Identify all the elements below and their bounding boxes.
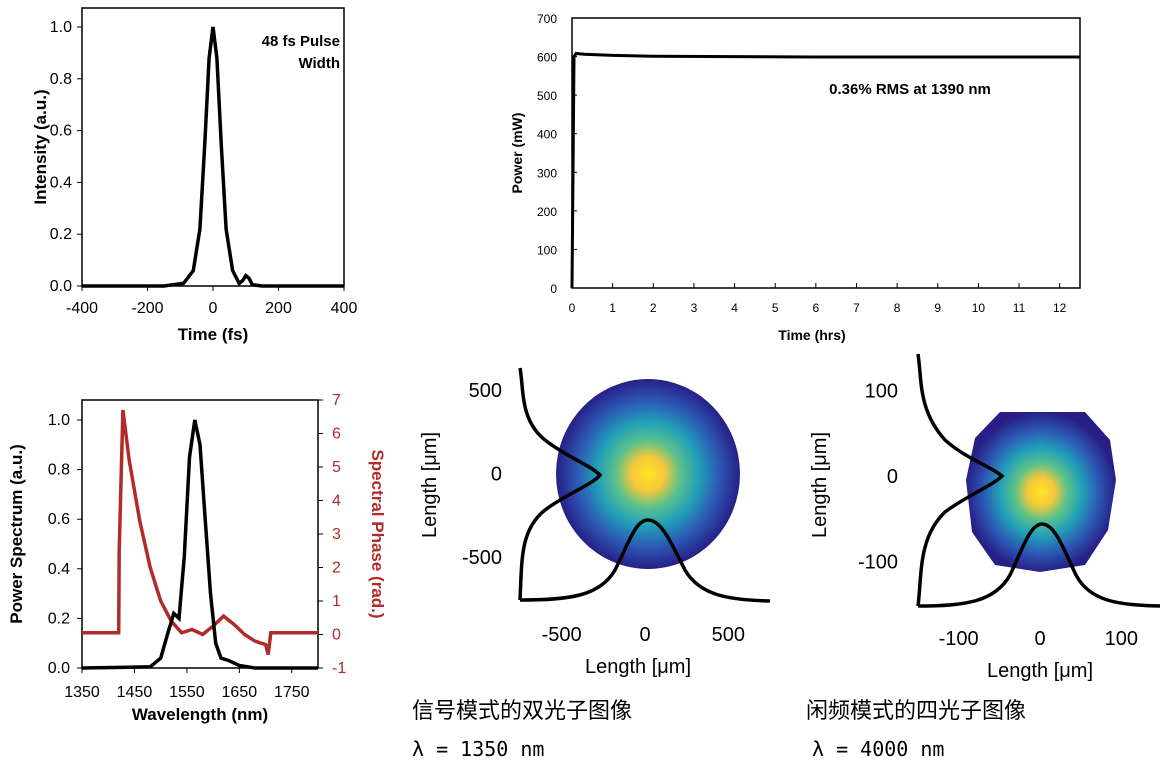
pulse-x-tick-label: -400 — [66, 300, 98, 317]
phase-y-tick-label: 3 — [332, 526, 341, 543]
power-x-tick-label: 3 — [691, 301, 698, 315]
power-x-tick-label: 6 — [812, 301, 819, 315]
signal-x-tick-label: -500 — [542, 624, 582, 646]
phase-y-tick-label: 5 — [332, 459, 341, 476]
spectrum-y-tick-label: 0.4 — [48, 561, 70, 578]
idler-profile-horizontal — [917, 522, 1161, 608]
power-x-tick-label: 4 — [731, 301, 738, 315]
signal-y-tick-label: -500 — [462, 547, 502, 569]
signal-x-axis-label: Length [μm] — [585, 656, 691, 678]
power-x-tick-label: 12 — [1053, 301, 1067, 315]
idler-caption-wavelength: λ = 4000 nm — [812, 737, 944, 761]
idler-y-tick-label: 100 — [865, 381, 898, 403]
idler-y-axis-label: Length [μm] — [809, 432, 831, 538]
spectrum-y-tick-label: 0.2 — [48, 610, 70, 627]
power-x-tick-label: 8 — [894, 301, 901, 315]
pulse-y-axis-label: Intensity (a.u.) — [31, 89, 50, 204]
phase-y-tick-label: 2 — [332, 560, 341, 577]
idler-x-tick-label: -100 — [939, 628, 979, 650]
pulse-y-tick-label: 0.0 — [50, 278, 72, 295]
power-y-tick-label: 300 — [537, 166, 557, 180]
spectrum-x-tick-label: 1350 — [64, 684, 100, 701]
pulse-annotation-line1: 48 fs Pulse — [262, 33, 340, 50]
idler-y-tick-label: -100 — [858, 551, 898, 573]
signal-x-tick-label: 500 — [712, 624, 745, 646]
power-x-tick-label: 7 — [853, 301, 860, 315]
signal-profile-horizontal — [519, 518, 771, 603]
phase-y-tick-label: 7 — [332, 392, 341, 409]
power-y-tick-label: 0 — [550, 282, 557, 296]
idler-profile-vertical — [916, 353, 1005, 607]
signal-y-axis-label: Length [μm] — [419, 432, 441, 538]
idler-y-tick-label: 0 — [887, 466, 898, 488]
power-x-tick-label: 5 — [772, 301, 779, 315]
signal-y-tick-label: 0 — [491, 464, 502, 486]
spectrum-series-line — [81, 419, 318, 670]
power-y-tick-label: 400 — [537, 128, 557, 142]
idler-x-tick-label: 0 — [1034, 628, 1045, 650]
phase-y-tick-label: 6 — [332, 426, 341, 443]
power-y-tick-label: 100 — [537, 243, 557, 257]
power-x-tick-label: 2 — [650, 301, 657, 315]
signal-beam-image: -500 0 500 500 0 -500 Length [μm] Length [μm… — [419, 367, 771, 678]
pulse-y-tick-label: 0.4 — [50, 174, 72, 191]
power-x-tick-label: 11 — [1013, 301, 1026, 315]
phase-y-tick-label: 4 — [332, 493, 341, 510]
spectrum-chart: 1350 1450 1550 1650 1750 0.00.20.40.60.81.0 … — [7, 392, 387, 724]
pulse-chart: -400 -200 0 200 400 0.0 0.2 0.4 0.6 0.8 1.0 48 fs… — [31, 7, 358, 344]
spectrum-y-axis-label: Power Spectrum (a.u.) — [7, 444, 26, 623]
spectrum-x-tick-label: 1650 — [222, 684, 258, 701]
pulse-y-tick-label: 0.6 — [50, 123, 72, 140]
pulse-x-tick-label: 400 — [331, 300, 358, 317]
signal-profile-vertical — [518, 367, 603, 601]
power-chart: 0 1 2 3 4 5 6 7 8 9 10 11 12 0100200300400500600700 … — [509, 12, 1081, 343]
pulse-x-tick-label: -200 — [131, 300, 163, 317]
signal-caption-title: 信号模式的双光子图像 — [412, 699, 632, 724]
signal-y-tick-label: 500 — [469, 380, 502, 402]
phase-y-axis-label: Spectral Phase (rad.) — [368, 449, 387, 618]
signal-beam-spot — [556, 379, 740, 569]
idler-beam-image: -100 0 100 100 0 -100 Length [μm] Length [μm… — [809, 353, 1161, 682]
spectrum-y-tick-label: 0.8 — [48, 462, 70, 479]
spectrum-x-tick-label: 1550 — [169, 684, 205, 701]
spectrum-x-tick-label: 1450 — [117, 684, 153, 701]
pulse-annotation-line2: Width — [298, 55, 340, 72]
power-y-axis-label: Power (mW) — [509, 113, 525, 194]
power-y-tick-label: 700 — [537, 12, 557, 26]
phase-y-tick-label: -1 — [332, 660, 346, 677]
pulse-x-tick-label: 200 — [265, 300, 292, 317]
idler-caption-title: 闲频模式的四光子图像 — [806, 699, 1026, 724]
power-series-line — [570, 51, 1080, 289]
pulse-series-line — [82, 26, 344, 288]
spectrum-x-tick-label: 1750 — [274, 684, 310, 701]
spectrum-y-tick-label: 1.0 — [48, 412, 70, 429]
pulse-y-tick-label: 0.8 — [50, 71, 72, 88]
idler-beam-spot — [966, 412, 1116, 572]
power-x-tick-label: 1 — [609, 301, 616, 315]
spectrum-y-tick-label: 0.0 — [48, 660, 70, 677]
power-x-tick-label: 0 — [569, 301, 576, 315]
phase-y-tick-label: 1 — [332, 593, 341, 610]
power-y-tick-label: 500 — [537, 89, 557, 103]
pulse-x-axis-label: Time (fs) — [178, 325, 249, 344]
pulse-x-tick-label: 0 — [209, 300, 218, 317]
power-x-tick-label: 10 — [972, 301, 986, 315]
idler-x-axis-label: Length [μm] — [987, 660, 1093, 682]
pulse-y-tick-label: 1.0 — [50, 19, 72, 36]
power-annotation: 0.36% RMS at 1390 nm — [829, 81, 991, 98]
power-x-tick-label: 9 — [934, 301, 941, 315]
pulse-y-tick-label: 0.2 — [50, 226, 72, 243]
signal-caption-wavelength: λ = 1350 nm — [412, 737, 544, 761]
phase-series-line — [82, 409, 318, 656]
power-y-tick-label: 200 — [537, 205, 557, 219]
power-x-axis-label: Time (hrs) — [778, 327, 845, 343]
power-y-tick-label: 600 — [537, 51, 557, 65]
signal-x-tick-label: 0 — [639, 624, 650, 646]
spectrum-x-axis-label: Wavelength (nm) — [132, 705, 268, 724]
spectrum-y-tick-label: 0.6 — [48, 511, 70, 528]
idler-x-tick-label: 100 — [1105, 628, 1138, 650]
phase-y-tick-label: 0 — [332, 627, 341, 644]
